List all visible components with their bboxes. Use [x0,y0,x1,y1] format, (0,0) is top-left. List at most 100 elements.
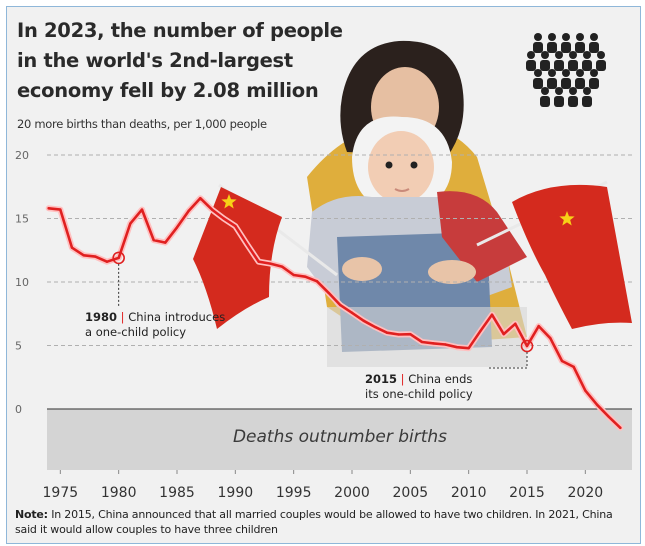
data-point [257,260,260,263]
person-head [548,69,556,77]
person-body [533,78,543,89]
people-crowd-icon [526,33,606,107]
annotation-2015-line-2: its one-child policy [365,387,473,401]
chart-title-line-2: in the world's 2nd-largest [17,49,293,72]
y-tick-label: 10 [15,276,29,289]
data-point [385,331,389,334]
data-point [152,238,155,242]
x-tick-label: 2020 [568,485,604,501]
annotation-separator: | [117,310,128,324]
data-point [537,324,540,328]
chart-title-line-1: In 2023, the number of people [17,19,343,42]
china-flag-icon [476,180,632,329]
person-body [575,78,585,89]
data-point [514,322,517,326]
x-tick-label: 2000 [334,485,370,501]
person-head [583,87,591,95]
annotation-marker [520,339,534,353]
x-tick-label: 2015 [509,485,545,501]
y-tick-label: 20 [15,149,29,162]
annotation-1980-year: 1980 [85,310,117,324]
y-tick-label: 0 [15,403,22,416]
data-point [502,332,505,336]
data-point [549,336,552,340]
person-body [596,60,606,71]
data-point [420,340,424,344]
person-body [589,42,599,53]
data-point [129,222,132,225]
data-point [234,224,237,228]
person-head [541,87,549,95]
data-point [82,254,85,257]
annotation-2015-year: 2015 [365,372,397,386]
footnote-prefix: Note: [15,508,48,521]
data-point [70,246,74,249]
person-body [589,78,599,89]
person-body [554,96,564,107]
footnote: Note: In 2015, China announced that all … [15,507,635,537]
annotation-1980-line-1: 1980 | China introduces [85,310,225,324]
data-point [619,426,622,430]
person-body [540,60,550,71]
data-point [47,207,50,210]
data-point [525,344,529,348]
person-head [541,51,549,59]
x-tick-label: 1990 [218,485,254,501]
data-point [140,208,144,211]
data-point [560,359,564,363]
infographic-frame: Deaths outnumber births 0 5 10 15 20 1980 | … [6,6,641,544]
annotation-1980-text: China introduces [128,310,225,324]
data-point [269,262,272,265]
flag-cloth [193,187,282,329]
person-head [548,33,556,41]
x-tick-label: 1985 [159,485,195,501]
data-point [245,242,249,246]
person-head [569,51,577,59]
person-body [554,60,564,71]
data-point [362,319,365,322]
person-head [583,51,591,59]
data-point [304,275,307,278]
person-body [582,60,592,71]
person-body [575,42,585,53]
mother-and-baby-photo [7,7,640,543]
person-head [555,51,563,59]
data-point [222,217,225,220]
china-flag-icon [193,183,338,329]
data-point [59,208,62,211]
person-body [561,78,571,89]
person-head [562,33,570,41]
flag-cloth [512,184,632,329]
x-tick-label: 2010 [451,485,487,501]
negative-band [47,409,632,470]
annotation-1980-line-2: a one-child policy [85,325,186,339]
person-head [576,33,584,41]
data-point [584,389,587,392]
data-point [199,196,202,200]
series-line [47,196,622,430]
chart-title-line-3: economy fell by 2.08 million [17,79,319,102]
person-head [562,69,570,77]
person-head [569,87,577,95]
data-point [467,346,470,350]
person-head [534,69,542,77]
data-point [187,209,190,213]
x-tick-label: 1995 [276,485,312,501]
annotation-separator: | [397,372,408,386]
annotation-marker [112,251,125,265]
person-head [597,51,605,59]
data-point [175,226,179,229]
annotation-2015-line-1: 2015 | China ends [365,372,472,386]
person-body [568,60,578,71]
person-head [590,33,598,41]
flag-star [559,211,575,226]
person-head [555,87,563,95]
footnote-text: In 2015, China announced that all marrie… [15,508,613,536]
annotation-leader [489,352,528,369]
data-point [327,291,330,295]
person-body [561,42,571,53]
data-point [595,403,599,406]
annotation-2015-text: China ends [408,372,472,386]
data-point [479,329,482,333]
data-point [292,273,295,277]
